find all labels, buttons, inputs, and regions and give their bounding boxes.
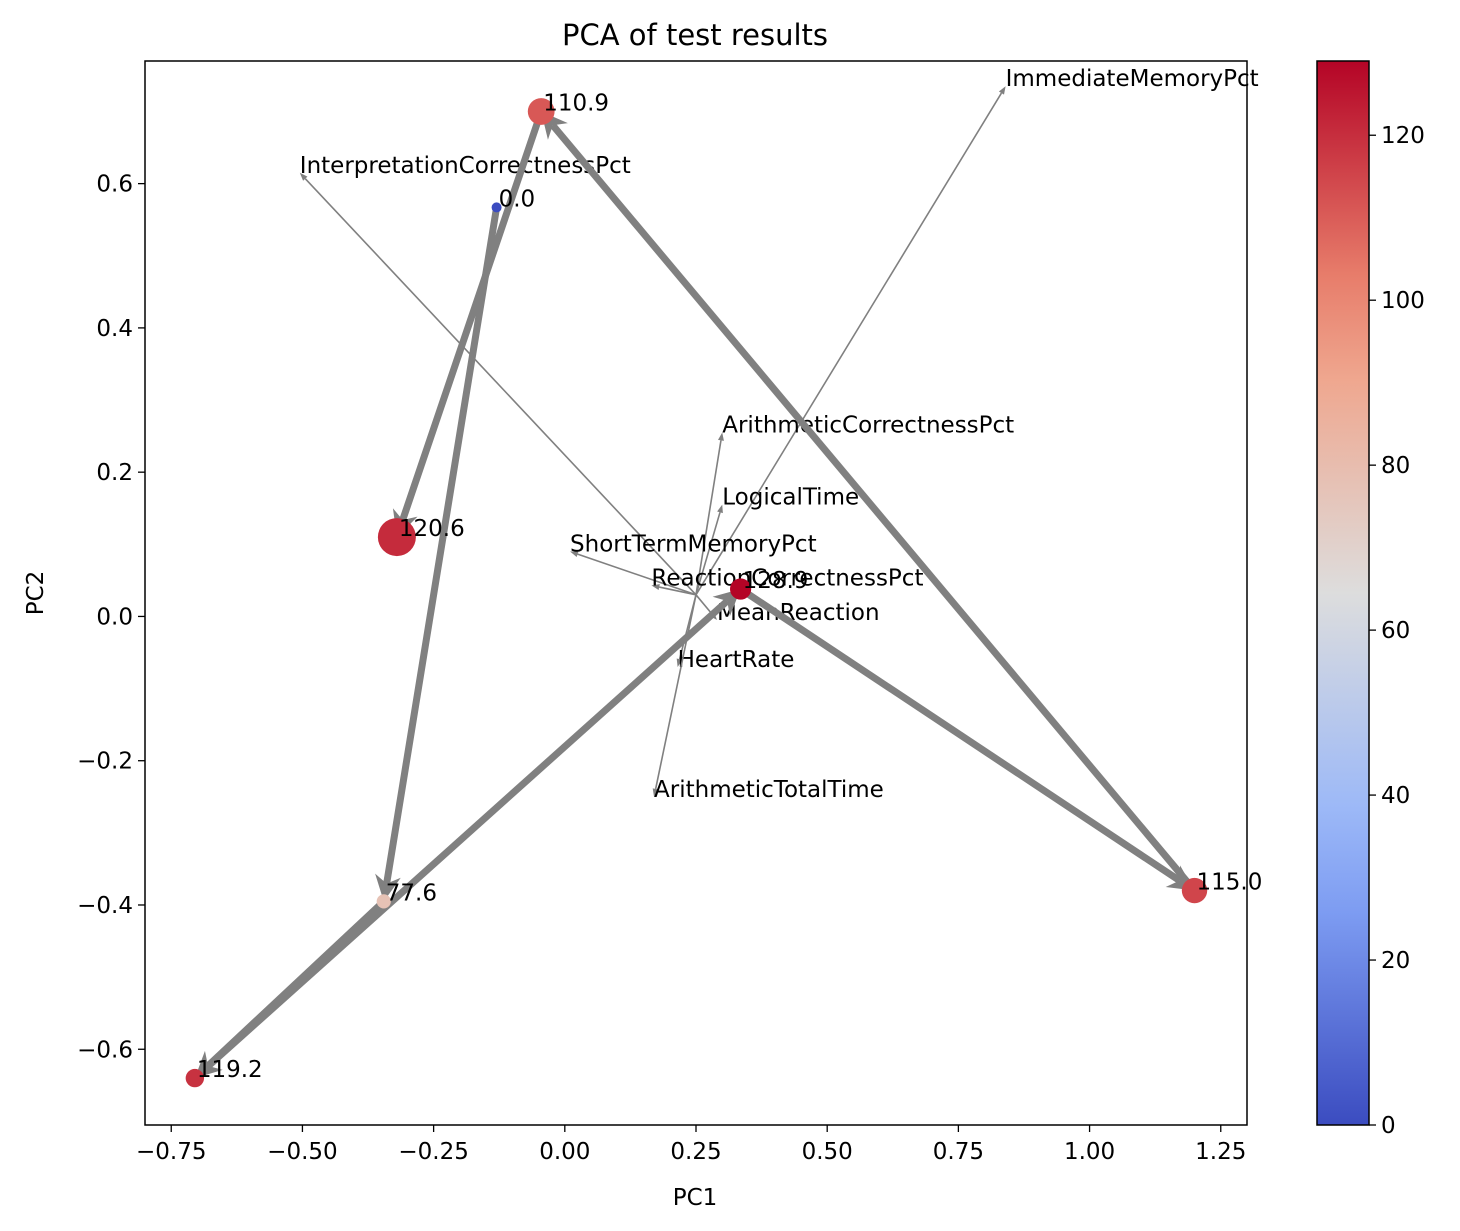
loading-arrowhead: [676, 658, 683, 667]
x-tick-label: 0.75: [933, 1139, 984, 1165]
trajectory-arrow: [550, 123, 1198, 893]
plot-area: −0.75 −0.50 −0.25 0.00 0.25 0.50 0.75 1.00 1.25 −…: [77, 60, 1263, 1165]
loading-label: ReactionCorrectnessPct: [651, 565, 923, 591]
loading-label: HeartRate: [678, 647, 795, 673]
data-point: [376, 894, 391, 909]
colorbar-tick-label: 100: [1381, 288, 1425, 314]
x-tick-label: −0.25: [398, 1139, 468, 1165]
x-tick-label: 1.00: [1064, 1139, 1115, 1165]
y-axis-label: PC2: [23, 571, 49, 616]
y-tick-label: −0.2: [77, 749, 133, 775]
trajectory-arrowhead: [375, 873, 401, 902]
data-point: [491, 202, 502, 213]
trajectory-arrow: [738, 586, 1182, 884]
loading-label: ShortTermMemoryPct: [570, 532, 817, 558]
x-tick-label: 1.25: [1195, 1139, 1246, 1165]
loading-label: ArithmeticCorrectnessPct: [722, 412, 1014, 438]
point-label: 110.9: [543, 90, 609, 116]
point-label: 120.6: [399, 516, 465, 542]
loading-arrow: [654, 594, 697, 790]
loading-label: ImmediateMemoryPct: [1006, 66, 1259, 92]
loading-arrowhead: [652, 788, 659, 797]
x-tick-label: −0.75: [136, 1139, 206, 1165]
chart-title: PCA of test results: [562, 18, 828, 52]
loading-label: ArithmeticTotalTime: [654, 777, 884, 803]
trajectory-arrow: [383, 206, 501, 885]
data-point: [377, 518, 416, 557]
x-axis-label: PC1: [673, 1185, 718, 1211]
loading-arrow: [304, 178, 697, 596]
colorbar-tick-label: 80: [1381, 453, 1410, 479]
point-label: 128.9: [743, 568, 809, 594]
loading-arrowhead: [717, 504, 723, 514]
loading-arrowhead: [998, 86, 1006, 95]
loading-arrowhead: [717, 432, 724, 441]
loading-arrow: [659, 586, 697, 596]
loading-arrowhead: [651, 584, 660, 591]
colorbar-tick-label: 0: [1381, 1113, 1396, 1139]
x-tick-label: −0.50: [267, 1139, 337, 1165]
trajectory-arrow: [399, 110, 545, 522]
colorbar: 0 20 40 60 80 100 120: [1316, 60, 1425, 1139]
colorbar-tick-label: 120: [1381, 123, 1425, 149]
y-tick-label: 0.6: [96, 172, 133, 198]
loading-arrow: [695, 92, 1003, 596]
colorbar-bar: [1316, 60, 1370, 1126]
loading-arrow: [577, 553, 697, 596]
trajectory-arrow: [192, 598, 730, 1081]
colorbar-tick-label: 60: [1381, 618, 1410, 644]
loading-arrowhead: [299, 172, 308, 181]
loading-arrowhead: [570, 551, 579, 557]
y-tick-label: 0.2: [96, 460, 133, 486]
loading-arrow: [695, 512, 721, 596]
point-label: 119.2: [197, 1057, 263, 1083]
x-tick-label: 0.00: [539, 1139, 590, 1165]
loading-label: MeanReaction: [717, 600, 880, 626]
point-label: 0.0: [499, 186, 536, 212]
y-tick-label: −0.4: [77, 893, 133, 919]
loading-arrow: [695, 440, 722, 595]
point-label: 115.0: [1197, 870, 1263, 896]
colorbar-tick-label: 20: [1381, 948, 1410, 974]
y-tick-label: −0.6: [77, 1037, 133, 1063]
x-tick-label: 0.50: [802, 1139, 853, 1165]
y-tick-label: 0.0: [96, 604, 133, 630]
x-tick-label: 0.25: [670, 1139, 721, 1165]
loading-arrow: [695, 594, 713, 615]
data-point: [730, 578, 752, 600]
y-tick-label: 0.4: [96, 316, 133, 342]
data-point: [1181, 877, 1208, 904]
loading-label: LogicalTime: [722, 485, 859, 511]
data-point: [185, 1068, 205, 1088]
point-label: 77.6: [386, 880, 437, 906]
colorbar-tick-label: 40: [1381, 783, 1410, 809]
data-point: [527, 98, 555, 125]
